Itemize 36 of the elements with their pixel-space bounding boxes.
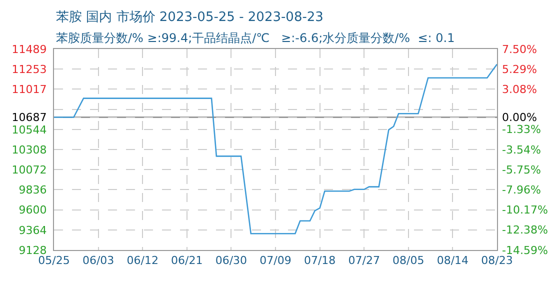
y2-tick-label: -12.38% (502, 224, 548, 237)
y-tick-label: 11017 (12, 83, 47, 96)
y2-tick-label: 3.08% (502, 83, 537, 96)
y2-tick-label: 7.50% (502, 42, 537, 56)
x-tick-label: 08/23 (481, 254, 513, 268)
y-tick-label: 9600 (18, 204, 47, 217)
y2-tick-label: 5.29% (502, 62, 537, 76)
x-tick-label: 08/05 (392, 254, 424, 268)
x-tick-label: 06/03 (82, 254, 114, 268)
x-tick-label: 06/30 (215, 254, 248, 268)
y-tick-label: 9836 (18, 184, 47, 197)
x-tick-label: 05/25 (38, 254, 70, 268)
y-tick-label: 9128 (18, 244, 47, 257)
y2-tick-label: -7.96% (502, 184, 541, 197)
chart-subtitle: 苯胺质量分数/% ≥:99.4;干品结晶点/℃ ≥:-6.6;水分质量分数/% ≤: 0.1 (56, 31, 455, 45)
y2-tick-label: -1.33% (502, 123, 541, 136)
y-tick-label: 9364 (18, 224, 47, 237)
chart-title: 苯胺 国内 市场价 2023-05-25 - 2023-08-23 (56, 10, 324, 25)
x-tick-label: 08/14 (436, 254, 469, 268)
y-tick-label: 11489 (12, 42, 47, 56)
y2-tick-label: -3.54% (502, 143, 541, 156)
y-tick-label: 10308 (12, 143, 47, 156)
y2-tick-label: -14.59% (502, 244, 548, 257)
x-tick-label: 06/21 (171, 254, 203, 268)
y-tick-label: 10687 (12, 111, 47, 124)
y-tick-label: 11253 (12, 62, 47, 76)
line-series (54, 64, 497, 234)
y-tick-label: 10544 (12, 123, 47, 136)
y2-tick-label: 0.00% (502, 111, 537, 124)
x-tick-label: 07/27 (348, 254, 380, 268)
x-tick-label: 07/18 (304, 254, 336, 268)
x-tick-label: 06/12 (126, 254, 158, 268)
x-tick-label: 07/09 (260, 254, 292, 268)
y-tick-label: 10072 (12, 163, 47, 176)
y2-tick-label: -10.17% (502, 204, 548, 217)
y2-tick-label: -5.75% (502, 163, 541, 176)
